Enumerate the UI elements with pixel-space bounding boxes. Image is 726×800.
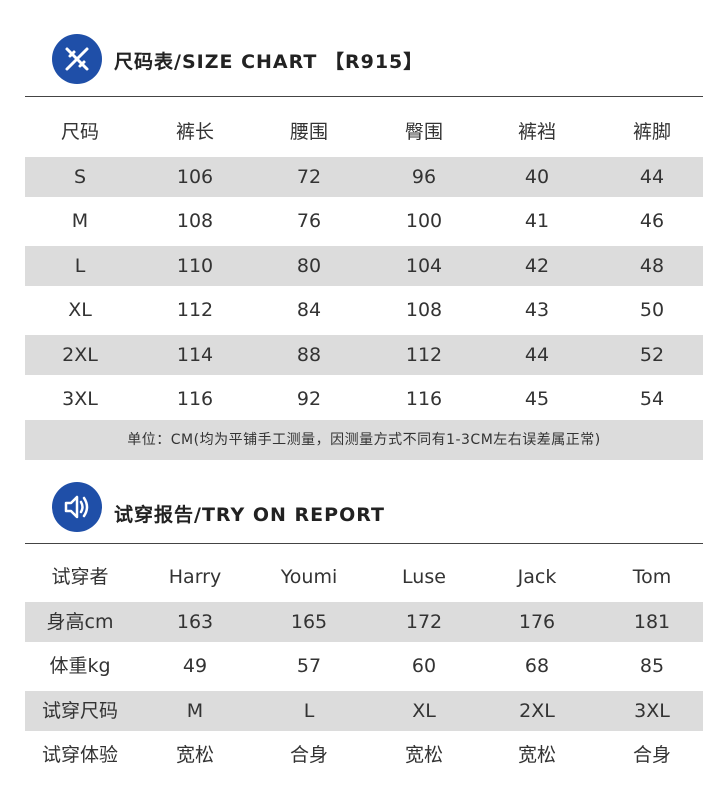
column-header: Youmi xyxy=(280,566,338,588)
table-cell: 96 xyxy=(411,165,437,188)
table-cell: 2XL xyxy=(519,699,555,722)
table-cell: 46 xyxy=(639,210,665,232)
try-on-divider xyxy=(25,543,703,544)
speaker-icon xyxy=(52,482,102,532)
column-header: 臀围 xyxy=(404,121,444,143)
table-cell: 60 xyxy=(411,655,437,677)
column-header: 裤裆 xyxy=(517,121,557,143)
table-cell: 3XL xyxy=(634,699,670,722)
table-cell: 181 xyxy=(633,610,671,633)
try-on-header-row: 试穿者 Harry Youmi Luse Jack Tom xyxy=(25,557,703,597)
size-chart-row: 2XL 114 88 112 44 52 xyxy=(25,334,703,375)
column-header: 腰围 xyxy=(289,121,329,143)
try-on-row: 身高cm 163 165 172 176 181 xyxy=(25,601,703,642)
row-label: 身高cm xyxy=(46,610,114,633)
row-label: S xyxy=(73,165,87,188)
measurement-note: 单位：CM(均为平铺手工测量，因测量方式不同有1-3CM左右误差属正常) xyxy=(25,420,703,460)
size-chart-row: S 106 72 96 40 44 xyxy=(25,156,703,197)
column-header: Luse xyxy=(402,566,446,588)
table-cell: 163 xyxy=(176,610,214,633)
try-on-row: 体重kg 49 57 60 68 85 xyxy=(25,646,703,686)
table-cell: 合身 xyxy=(632,744,672,766)
table-cell: 100 xyxy=(405,210,443,232)
table-cell: 57 xyxy=(296,655,322,677)
table-cell: 92 xyxy=(296,388,322,410)
row-label: 试穿尺码 xyxy=(41,699,119,722)
try-on-row: 试穿体验 宽松 合身 宽松 宽松 合身 xyxy=(25,735,703,775)
try-on-row: 试穿尺码 M L XL 2XL 3XL xyxy=(25,690,703,731)
size-chart-title: 尺码表/SIZE CHART 【R915】 xyxy=(114,51,424,73)
column-header: 裤长 xyxy=(175,121,215,143)
table-cell: 50 xyxy=(639,299,665,321)
column-header: Tom xyxy=(632,566,672,588)
table-cell: 116 xyxy=(176,388,214,410)
table-cell: L xyxy=(303,699,315,722)
column-header: 尺码 xyxy=(60,121,100,143)
table-cell: 108 xyxy=(405,299,443,321)
table-cell: 41 xyxy=(524,210,550,232)
table-cell: 宽松 xyxy=(175,744,215,766)
row-label: L xyxy=(74,254,86,277)
table-cell: 40 xyxy=(524,165,550,188)
table-cell: 54 xyxy=(639,388,665,410)
table-cell: 43 xyxy=(524,299,550,321)
size-chart-header: 尺码表/SIZE CHART 【R915】 xyxy=(0,30,726,90)
table-cell: 宽松 xyxy=(404,744,444,766)
table-cell: 84 xyxy=(296,299,322,321)
table-cell: 88 xyxy=(296,343,322,366)
table-cell: 108 xyxy=(176,210,214,232)
size-chart-row: L 110 80 104 42 48 xyxy=(25,245,703,286)
table-cell: 112 xyxy=(405,343,443,366)
table-cell: 114 xyxy=(176,343,214,366)
size-chart-row: 3XL 116 92 116 45 54 xyxy=(25,379,703,419)
table-cell: 49 xyxy=(182,655,208,677)
table-cell: 116 xyxy=(405,388,443,410)
row-label: M xyxy=(71,210,89,232)
try-on-title: 试穿报告/TRY ON REPORT xyxy=(114,504,385,526)
column-header: 试穿者 xyxy=(51,566,109,588)
table-cell: XL xyxy=(412,699,436,722)
ruler-pencil-icon xyxy=(52,34,102,84)
row-label: 试穿体验 xyxy=(41,744,119,766)
table-cell: 106 xyxy=(176,165,214,188)
column-header: Harry xyxy=(168,566,222,588)
row-label: 体重kg xyxy=(49,655,111,677)
table-cell: 104 xyxy=(405,254,443,277)
table-cell: 172 xyxy=(405,610,443,633)
size-chart-row: M 108 76 100 41 46 xyxy=(25,201,703,241)
row-label: XL xyxy=(68,299,92,321)
table-cell: 44 xyxy=(639,165,665,188)
table-cell: 宽松 xyxy=(517,744,557,766)
table-cell: 76 xyxy=(296,210,322,232)
table-cell: 44 xyxy=(524,343,550,366)
column-header: Jack xyxy=(517,566,557,588)
table-cell: 165 xyxy=(290,610,328,633)
table-cell: 42 xyxy=(524,254,550,277)
try-on-header: 试穿报告/TRY ON REPORT xyxy=(0,478,726,538)
size-chart-divider xyxy=(25,96,703,97)
table-cell: 68 xyxy=(524,655,550,677)
table-cell: 80 xyxy=(296,254,322,277)
table-cell: 176 xyxy=(518,610,556,633)
table-cell: 85 xyxy=(639,655,665,677)
column-header: 裤脚 xyxy=(632,121,672,143)
table-cell: 合身 xyxy=(289,744,329,766)
row-label: 2XL xyxy=(62,343,98,366)
table-cell: 45 xyxy=(524,388,550,410)
table-cell: 110 xyxy=(176,254,214,277)
table-cell: 112 xyxy=(176,299,214,321)
size-chart-row: XL 112 84 108 43 50 xyxy=(25,290,703,330)
row-label: 3XL xyxy=(62,388,98,410)
table-cell: 72 xyxy=(296,165,322,188)
size-chart-header-row: 尺码 裤长 腰围 臀围 裤裆 裤脚 xyxy=(25,112,703,152)
table-cell: 52 xyxy=(639,343,665,366)
table-cell: 48 xyxy=(639,254,665,277)
table-cell: M xyxy=(186,699,204,722)
